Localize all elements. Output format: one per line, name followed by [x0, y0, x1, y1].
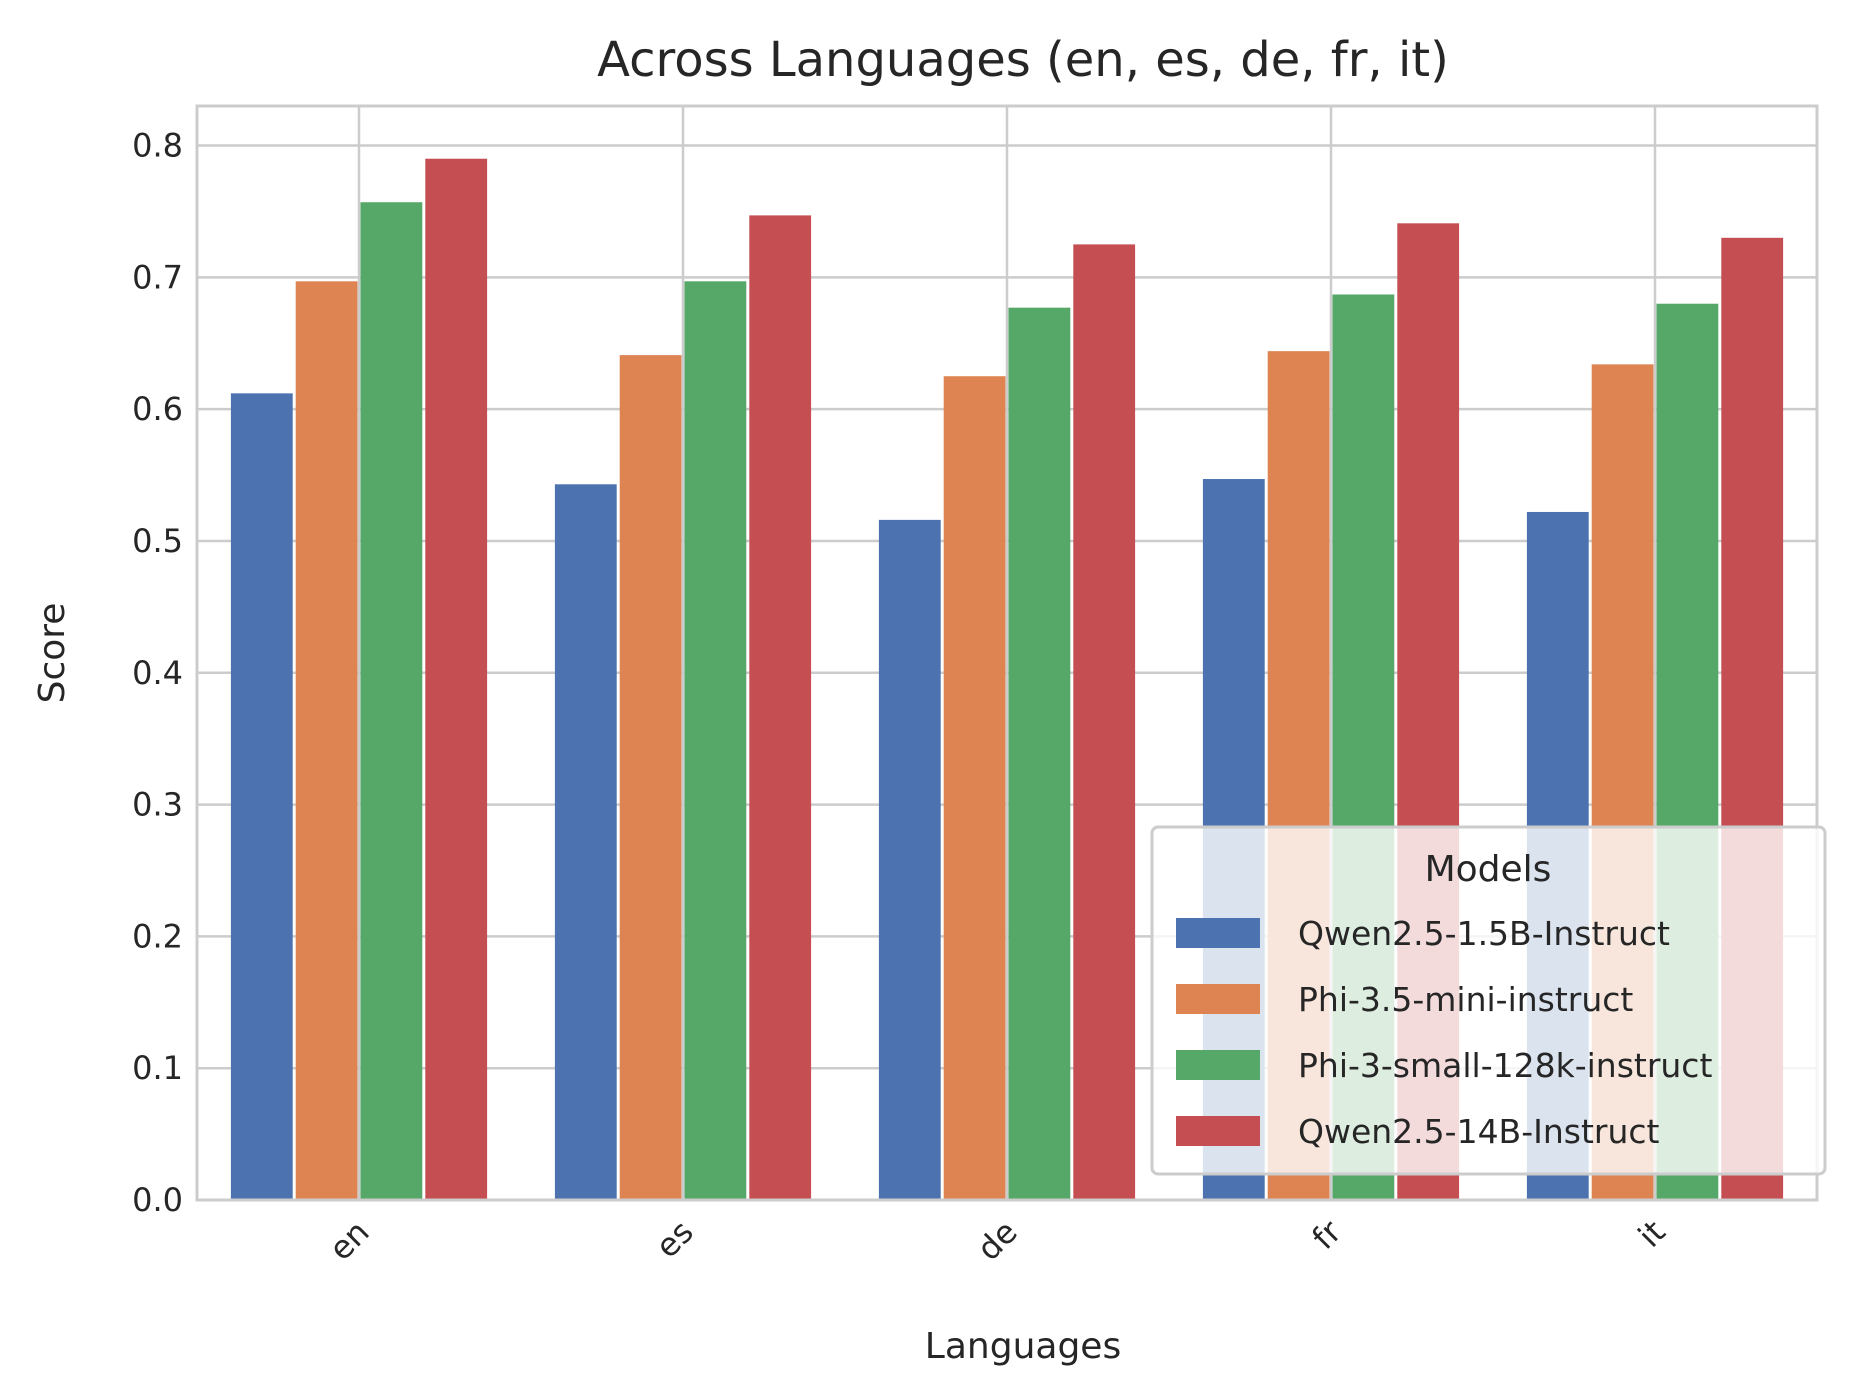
y-tick-label: 0.4	[132, 654, 183, 692]
x-tick-label: en	[322, 1213, 377, 1268]
y-tick-label: 0.1	[132, 1049, 183, 1087]
y-tick-label: 0.6	[132, 390, 183, 428]
legend-swatch	[1176, 918, 1260, 948]
legend: Models Qwen2.5-1.5B-Instruct Phi-3.5-mini…	[1150, 825, 1827, 1176]
y-axis-label: Score	[32, 603, 73, 704]
y-tick-label: 0.7	[132, 258, 183, 296]
x-tick-label: de	[970, 1213, 1025, 1268]
x-tick-label: it	[1631, 1213, 1673, 1255]
y-tick-label: 0.0	[132, 1181, 183, 1219]
legend-label: Qwen2.5-14B-Instruct	[1298, 1112, 1660, 1151]
legend-swatch	[1176, 984, 1260, 1014]
y-tick-labels: 0.0 0.1 0.2 0.3 0.4 0.5 0.6 0.7 0.8	[132, 127, 183, 1219]
legend-box	[1150, 825, 1827, 1176]
bar	[878, 519, 941, 1200]
bar	[360, 202, 423, 1200]
bar	[619, 355, 682, 1200]
legend-label: Phi-3.5-mini-instruct	[1298, 980, 1633, 1019]
plot-frame	[195, 104, 1819, 1202]
bar	[295, 281, 358, 1201]
bar	[684, 281, 747, 1201]
x-axis-label: Languages	[925, 1326, 1121, 1367]
bar	[1073, 244, 1136, 1200]
y-tick-label: 0.5	[132, 522, 183, 560]
bar	[554, 484, 617, 1200]
bar	[749, 215, 812, 1200]
legend-title: Models	[1425, 849, 1552, 890]
bar	[943, 376, 1006, 1200]
legend-swatch	[1176, 1116, 1260, 1146]
y-tick-label: 0.2	[132, 917, 183, 955]
bar	[230, 393, 293, 1201]
legend-label: Phi-3-small-128k-instruct	[1298, 1046, 1712, 1085]
chart-title: Across Languages (en, es, de, fr, it)	[597, 32, 1449, 88]
bar	[425, 158, 488, 1200]
x-tick-label: fr	[1305, 1212, 1350, 1257]
x-tick-labels: en es de fr it	[322, 1212, 1673, 1268]
x-tick-label: es	[648, 1213, 701, 1266]
legend-label: Qwen2.5-1.5B-Instruct	[1298, 914, 1670, 953]
y-tick-label: 0.8	[132, 127, 183, 165]
legend-swatch	[1176, 1050, 1260, 1080]
bar	[1008, 307, 1071, 1201]
y-tick-label: 0.3	[132, 786, 183, 824]
